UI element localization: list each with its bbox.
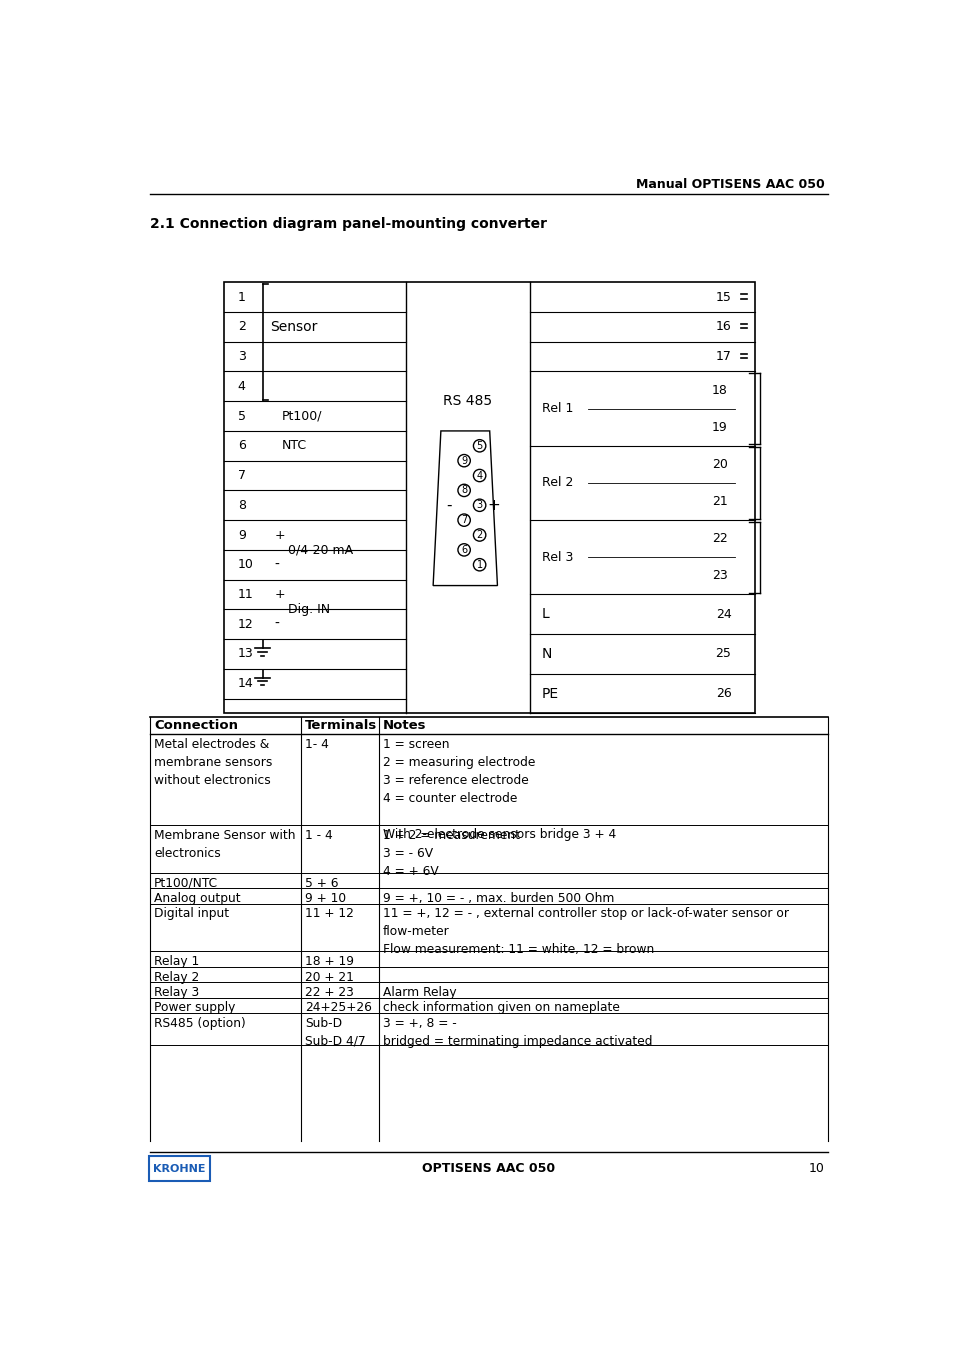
Text: 21: 21: [711, 494, 727, 508]
Text: 2.1 Connection diagram panel-mounting converter: 2.1 Connection diagram panel-mounting co…: [150, 218, 547, 231]
Text: 24+25+26: 24+25+26: [305, 1001, 372, 1015]
Text: +: +: [487, 497, 499, 513]
Text: Relay 1: Relay 1: [154, 955, 199, 969]
Text: 1 = screen
2 = measuring electrode
3 = reference electrode
4 = counter electrode: 1 = screen 2 = measuring electrode 3 = r…: [382, 738, 616, 842]
Text: 2: 2: [237, 320, 246, 334]
Text: 20: 20: [711, 458, 727, 471]
Text: 12: 12: [237, 617, 253, 631]
Text: 13: 13: [237, 647, 253, 661]
Text: -: -: [445, 497, 451, 513]
Text: Rel 3: Rel 3: [541, 551, 573, 563]
Text: KROHNE: KROHNE: [152, 1163, 205, 1174]
Text: Terminals: Terminals: [305, 719, 377, 732]
Text: Pt100/NTC: Pt100/NTC: [154, 877, 218, 890]
Text: RS485 (option): RS485 (option): [154, 1017, 246, 1029]
Text: Sub-D
Sub-D 4/7: Sub-D Sub-D 4/7: [305, 1017, 366, 1048]
Text: Analog output: Analog output: [154, 892, 240, 905]
Text: 19: 19: [711, 420, 727, 434]
Text: 11 = +, 12 = - , external controller stop or lack-of-water sensor or
flow-meter
: 11 = +, 12 = - , external controller sto…: [382, 908, 788, 957]
Text: Manual OPTISENS AAC 050: Manual OPTISENS AAC 050: [635, 178, 823, 190]
Text: 1- 4: 1- 4: [305, 738, 329, 751]
Text: -: -: [274, 617, 279, 631]
Text: 22: 22: [711, 532, 727, 546]
Text: 8: 8: [237, 499, 246, 512]
Text: 22 + 23: 22 + 23: [305, 986, 354, 998]
Text: 9 = +, 10 = - , max. burden 500 Ohm: 9 = +, 10 = - , max. burden 500 Ohm: [382, 892, 614, 905]
Text: Power supply: Power supply: [154, 1001, 235, 1015]
Text: Dig. IN: Dig. IN: [288, 603, 330, 616]
Text: Sensor: Sensor: [270, 320, 317, 334]
Text: 4: 4: [237, 380, 246, 393]
Text: Rel 2: Rel 2: [541, 477, 573, 489]
Text: Relay 3: Relay 3: [154, 986, 199, 998]
Text: 1: 1: [476, 559, 482, 570]
Text: 4: 4: [476, 470, 482, 481]
Text: 0/4-20 mA: 0/4-20 mA: [288, 543, 353, 557]
Text: 3: 3: [476, 500, 482, 511]
Text: Metal electrodes &
membrane sensors
without electronics: Metal electrodes & membrane sensors with…: [154, 738, 273, 788]
Text: 17: 17: [715, 350, 731, 363]
Text: 9: 9: [237, 528, 246, 542]
Text: L: L: [541, 608, 549, 621]
Text: Membrane Sensor with
electronics: Membrane Sensor with electronics: [154, 830, 295, 861]
Text: 26: 26: [715, 688, 731, 700]
Text: 1 + 2 = measurement
3 = - 6V
4 = + 6V: 1 + 2 = measurement 3 = - 6V 4 = + 6V: [382, 830, 519, 878]
Text: 15: 15: [715, 290, 731, 304]
Text: 9: 9: [460, 455, 467, 466]
Text: 2: 2: [476, 530, 482, 540]
Text: 16: 16: [715, 320, 731, 334]
Text: +: +: [274, 528, 285, 542]
Text: 6: 6: [460, 544, 467, 555]
Text: 20 + 21: 20 + 21: [305, 970, 354, 984]
Text: 1: 1: [237, 290, 246, 304]
Text: 23: 23: [711, 569, 727, 582]
Text: RS 485: RS 485: [443, 394, 492, 408]
Text: 5: 5: [237, 409, 246, 423]
Text: 18 + 19: 18 + 19: [305, 955, 354, 969]
Text: 11: 11: [237, 588, 253, 601]
Text: Alarm Relay: Alarm Relay: [382, 986, 456, 998]
Text: 11 + 12: 11 + 12: [305, 908, 354, 920]
Text: -: -: [274, 558, 279, 571]
Text: Rel 1: Rel 1: [541, 403, 573, 415]
Text: 18: 18: [711, 384, 727, 397]
Text: Relay 2: Relay 2: [154, 970, 199, 984]
Text: 25: 25: [715, 647, 731, 661]
Text: NTC: NTC: [282, 439, 307, 453]
Text: 3 = +, 8 = -
bridged = terminating impedance activated: 3 = +, 8 = - bridged = terminating imped…: [382, 1017, 652, 1048]
Text: N: N: [541, 647, 552, 661]
Text: 10: 10: [237, 558, 253, 571]
Text: 9 + 10: 9 + 10: [305, 892, 346, 905]
Text: 14: 14: [237, 677, 253, 690]
Text: 10: 10: [808, 1162, 823, 1175]
Text: 6: 6: [237, 439, 246, 453]
Text: check information given on nameplate: check information given on nameplate: [382, 1001, 619, 1015]
FancyBboxPatch shape: [149, 1156, 210, 1181]
Text: Pt100/: Pt100/: [282, 409, 322, 423]
Text: Digital input: Digital input: [154, 908, 229, 920]
Text: 8: 8: [460, 485, 467, 496]
Text: +: +: [274, 588, 285, 601]
Text: Notes: Notes: [382, 719, 426, 732]
Text: 3: 3: [237, 350, 246, 363]
Text: PE: PE: [541, 686, 558, 701]
Text: 7: 7: [460, 515, 467, 526]
Text: 24: 24: [715, 608, 731, 621]
Text: 7: 7: [237, 469, 246, 482]
Text: 5 + 6: 5 + 6: [305, 877, 338, 890]
Text: 1 - 4: 1 - 4: [305, 830, 333, 842]
Text: Connection: Connection: [154, 719, 238, 732]
Text: OPTISENS AAC 050: OPTISENS AAC 050: [422, 1162, 555, 1175]
Text: 5: 5: [476, 440, 482, 451]
